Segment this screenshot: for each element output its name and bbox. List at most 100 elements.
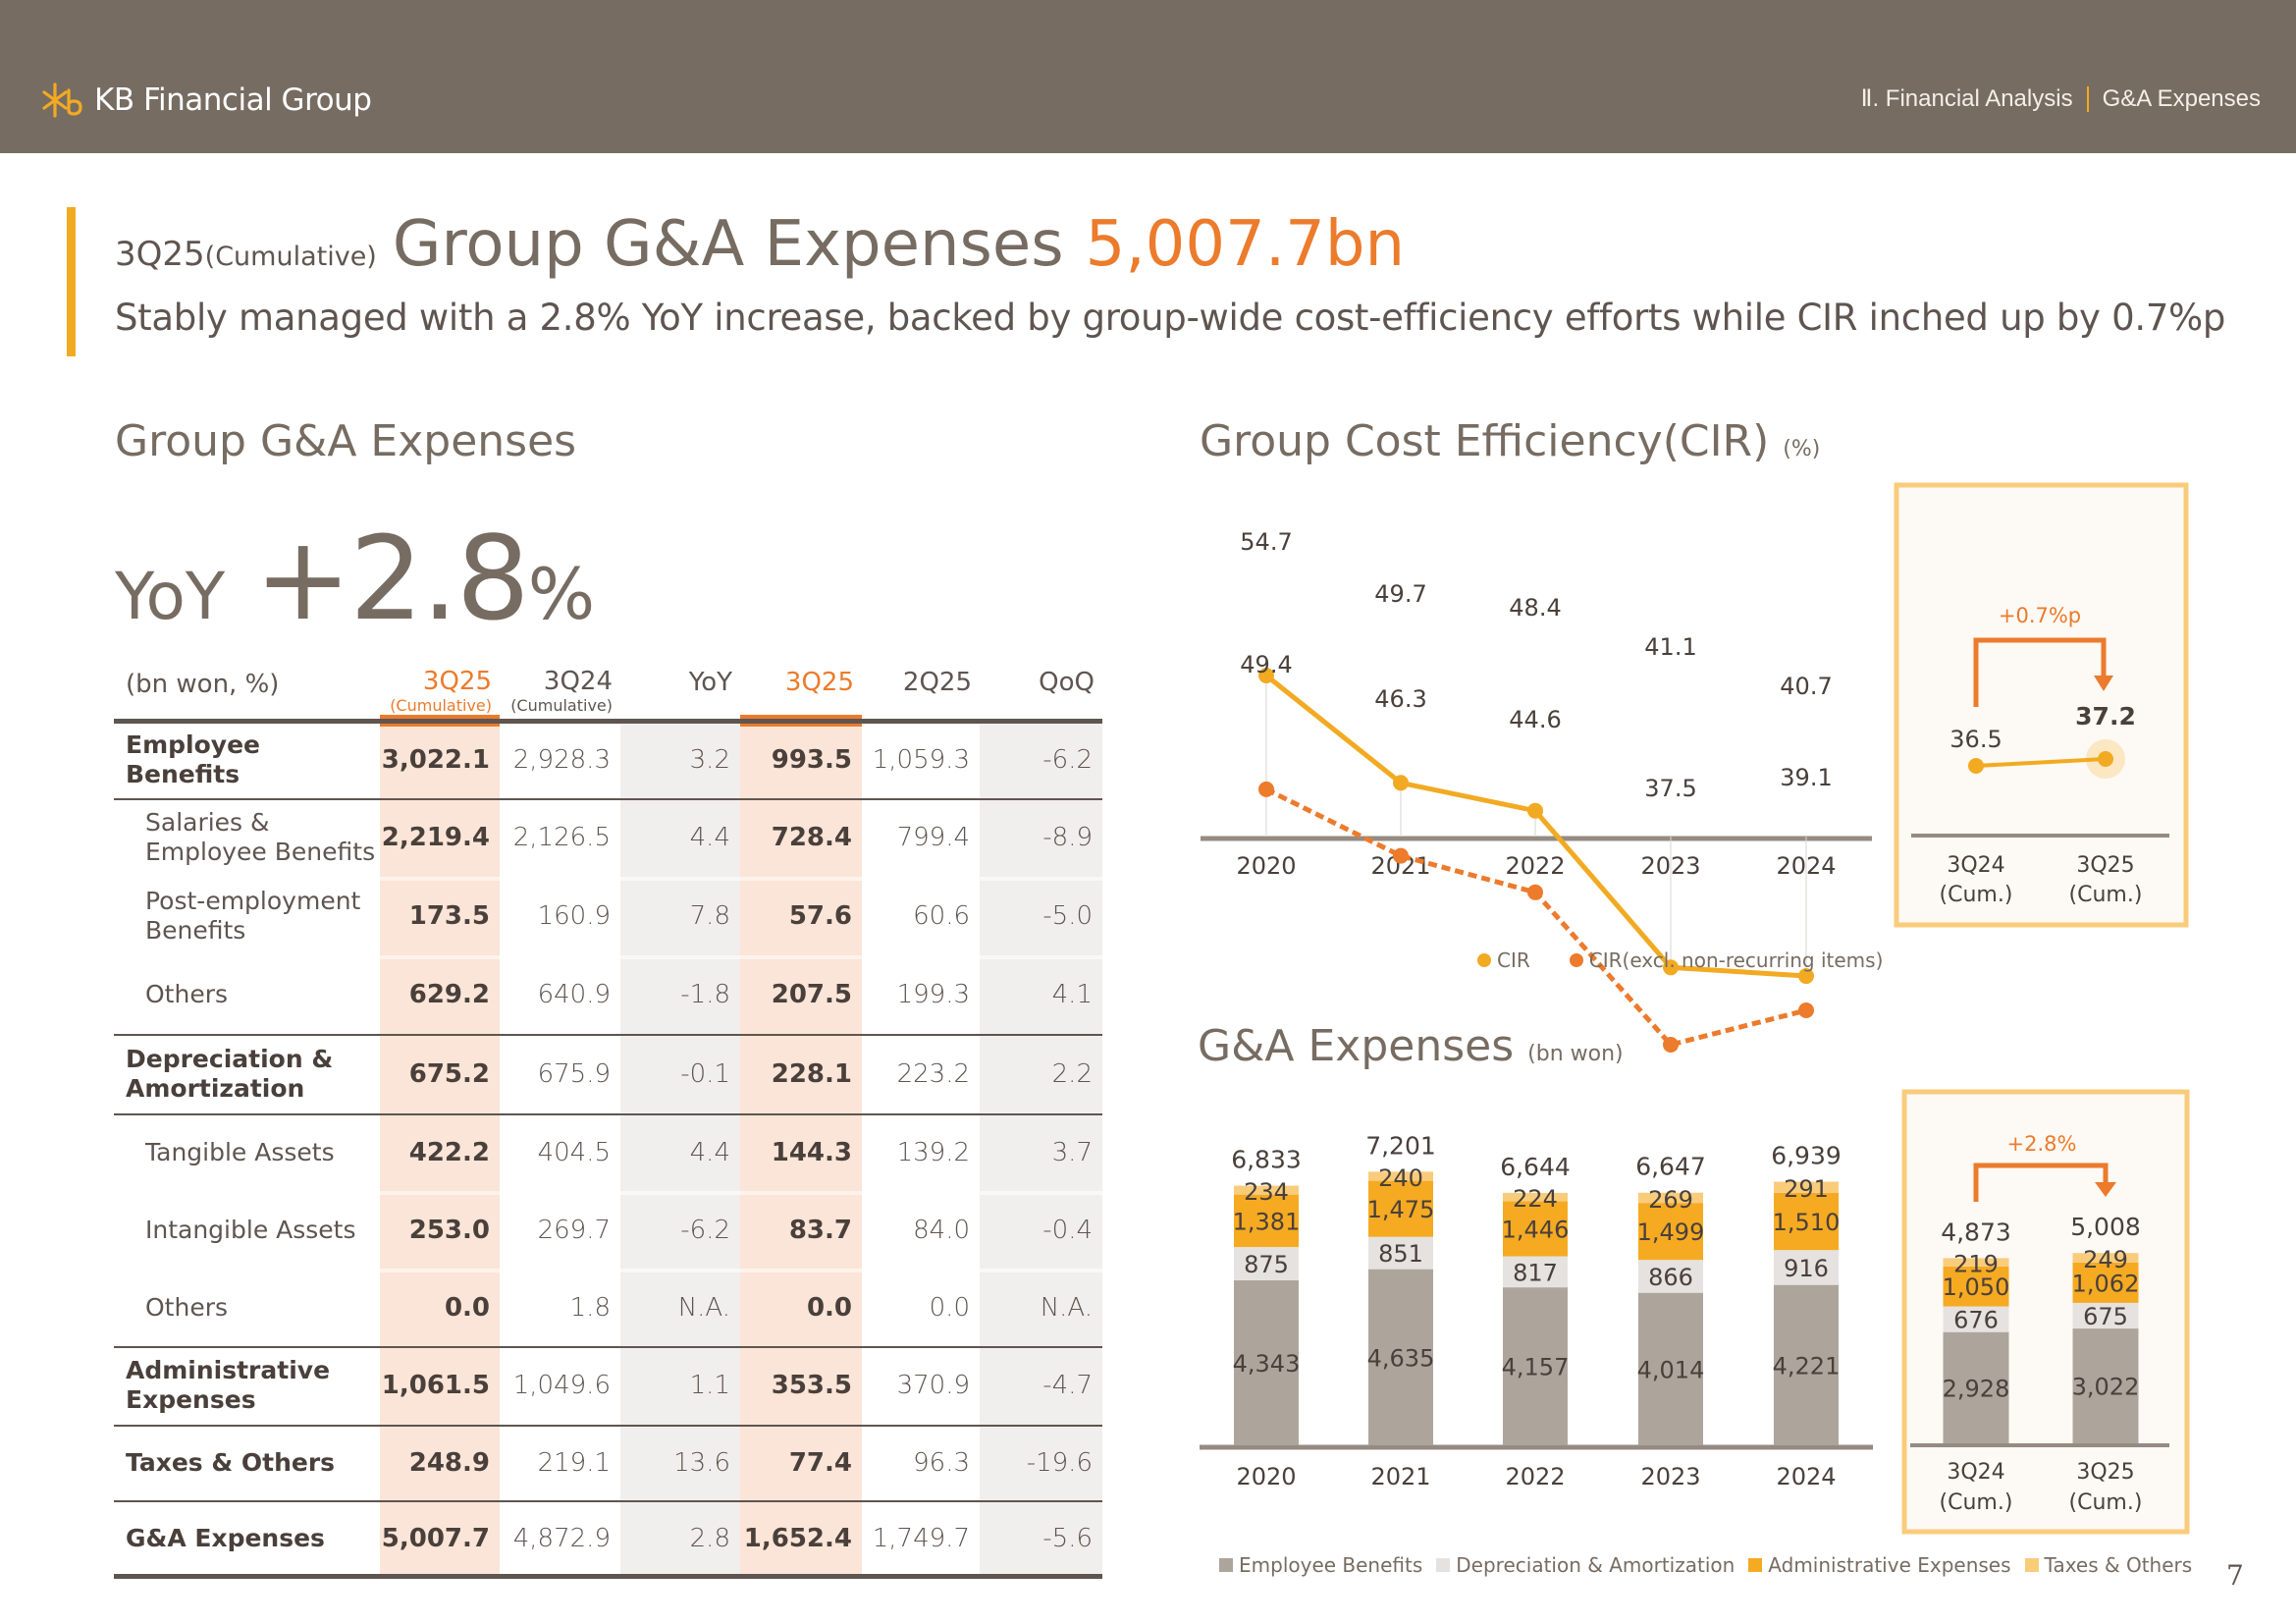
ga-compare-tick: (Cum.) <box>2069 1490 2143 1515</box>
legend-label: Employee Benefits <box>1239 1553 1423 1577</box>
bar-segment-label: 916 <box>1784 1255 1829 1282</box>
column-label: 3Q25 <box>784 668 854 698</box>
ga-change-label: +2.8% <box>2007 1132 2077 1156</box>
table-cell: -0.1 <box>680 1058 730 1089</box>
bar-segment-label: 675 <box>2083 1303 2128 1330</box>
page-subtitle: Stably managed with a 2.8% YoY increase,… <box>115 297 2226 339</box>
bar-segment-label: 4,635 <box>1367 1344 1435 1372</box>
table-cell: 199.3 <box>896 980 970 1009</box>
table-header-cell[interactable]: QoQ <box>980 648 1102 715</box>
table-cell: 993.5 <box>771 744 852 775</box>
table-cell: 629.2 <box>408 980 490 1009</box>
cir-excl-point <box>1798 1002 1814 1019</box>
legend-item: Depreciation & Amortization <box>1436 1553 1735 1577</box>
table-cell: 2.8 <box>689 1523 730 1553</box>
cir-compare-box <box>1894 482 2189 928</box>
bar-segment-label: 3,022 <box>2072 1374 2140 1401</box>
kb-star-icon <box>42 82 82 118</box>
table-row: Salaries & Employee Benefits 2,219.4 2,126… <box>114 798 1102 877</box>
table-cell: 1,652.4 <box>743 1523 852 1553</box>
bar-segment-label: 866 <box>1648 1264 1693 1291</box>
bar-segment <box>1638 1260 1703 1293</box>
table-cell: 799.4 <box>896 823 970 852</box>
brand-logo[interactable]: KB Financial Group <box>41 79 372 122</box>
bar-total-label: 6,939 <box>1771 1141 1842 1169</box>
row-label: Intangible Assets <box>145 1215 356 1244</box>
table-cell: N.A. <box>1040 1292 1093 1323</box>
cir-excl-data-label: 39.1 <box>1780 764 1832 791</box>
legend-label: CIR(excl. non-recurring items) <box>1588 948 1884 972</box>
bar-segment-label: 234 <box>1244 1178 1289 1206</box>
ga-x-tick: 2022 <box>1505 1463 1565 1490</box>
bar-segment <box>1503 1201 1568 1257</box>
legend-swatch <box>1477 953 1491 967</box>
cir-point <box>1798 968 1814 985</box>
yoy-highlight: YoY +2.8 % <box>115 511 595 646</box>
table-header-cell[interactable]: 3Q25 (Cumulative) <box>380 648 500 715</box>
table-cell: 57.6 <box>788 901 852 931</box>
table-cell: 1,749.7 <box>872 1523 970 1553</box>
table-row: Others 0.0 1.8 N.A. 0.0 0.0 N.A. <box>114 1269 1102 1346</box>
cir-data-label: 40.7 <box>1780 673 1832 700</box>
breadcrumb-section[interactable]: Ⅱ. Financial Analysis <box>1860 85 2073 112</box>
table-cell: -6.2 <box>680 1215 730 1245</box>
table-header-cell[interactable]: 3Q25 <box>740 648 862 715</box>
bar-segment <box>1234 1247 1299 1280</box>
table-cell: 1,061.5 <box>381 1371 490 1400</box>
table-unit: (bn won, %) <box>126 670 280 700</box>
table-header-cell[interactable]: 3Q24 (Cumulative) <box>500 648 620 715</box>
page-title: 3Q25 (Cumulative) Group G&A Expenses 5,0… <box>115 208 1405 281</box>
table-cell: 422.2 <box>408 1137 490 1167</box>
column-highlight <box>740 721 862 1577</box>
bar-segment-label: 240 <box>1378 1164 1423 1192</box>
table-cell: -5.0 <box>1042 901 1093 931</box>
bar-total-label: 4,873 <box>1941 1218 2011 1246</box>
column-highlight <box>620 721 740 1577</box>
table-cell: N.A. <box>677 1292 730 1323</box>
section-title-cir: Group Cost Efficiency(CIR) (%) <box>1200 416 1820 466</box>
table-cell: 4.1 <box>1051 980 1093 1009</box>
cir-x-tick: 2022 <box>1505 852 1565 880</box>
title-value: 5,007.7bn <box>1085 208 1406 281</box>
breadcrumb-page[interactable]: G&A Expenses <box>2102 84 2261 112</box>
bar-segment <box>2072 1262 2139 1303</box>
table-cell: 0.0 <box>444 1292 490 1323</box>
bar-segment <box>1503 1192 1568 1202</box>
table-cell: 4,872.9 <box>512 1523 611 1553</box>
row-label: Depreciation & Amortization <box>126 1044 334 1103</box>
cir-point <box>1393 775 1409 791</box>
bar-segment <box>1774 1192 1839 1251</box>
table-row: G&A Expenses 5,007.7 4,872.9 2.8 1,652.4 1,74… <box>114 1500 1102 1576</box>
section-title-ga: Group G&A Expenses <box>115 416 577 466</box>
page-number: 7 <box>2226 1559 2244 1592</box>
bar-segment-label: 269 <box>1648 1186 1693 1214</box>
row-label: Administrative Expenses <box>126 1356 331 1414</box>
bar-segment-label: 2,928 <box>1943 1375 2010 1402</box>
table-cell: 77.4 <box>788 1447 852 1478</box>
title-period: 3Q25 <box>115 235 205 274</box>
legend-item-cir: CIR <box>1477 948 1530 972</box>
bar-segment-label: 817 <box>1513 1259 1558 1286</box>
cir-title: Group Cost Efficiency(CIR) <box>1200 416 1770 466</box>
table-cell: 4.4 <box>689 823 730 852</box>
row-label: Post-employment Benefits <box>145 887 361 945</box>
cir-change-bracket <box>1973 637 2107 707</box>
column-label: 3Q25 <box>422 666 492 696</box>
legend-swatch <box>1748 1558 1763 1572</box>
cir-excl-data-label: 46.3 <box>1374 685 1426 713</box>
bar-segment-label: 851 <box>1378 1240 1423 1268</box>
table-header-cell[interactable]: 2Q25 <box>862 648 980 715</box>
table-cell: 139.2 <box>896 1137 970 1167</box>
table-bottom-rule <box>114 1574 1102 1579</box>
bar-segment <box>1368 1269 1433 1445</box>
cir-compare-point <box>2098 751 2113 767</box>
bar-segment <box>2072 1253 2139 1263</box>
yoy-label: YoY <box>115 559 226 634</box>
table-cell: 5,007.7 <box>381 1523 490 1553</box>
legend-swatch <box>1569 953 1583 967</box>
table-header-cell[interactable]: YoY <box>620 648 740 715</box>
row-label: Salaries & Employee Benefits <box>145 808 376 866</box>
bar-segment <box>1638 1203 1703 1261</box>
ga-expenses-table: (bn won, %) 3Q25 (Cumulative) 3Q24 (Cumulati… <box>114 648 1102 1581</box>
